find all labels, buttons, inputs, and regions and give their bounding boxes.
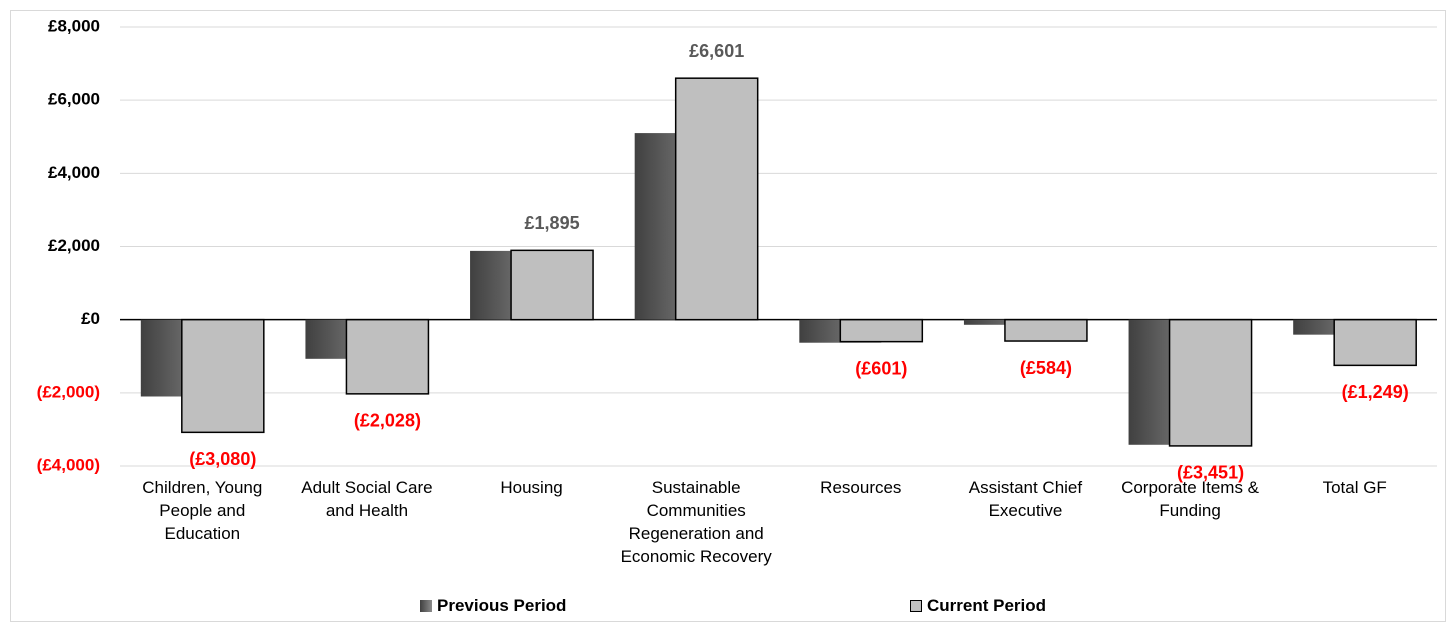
data-label: (£584) [1020,358,1072,378]
y-tick-label: £4,000 [48,163,100,182]
x-tick-label: Adult Social Care and Health [301,478,433,520]
bar [1004,318,1088,342]
bar [181,318,265,434]
data-label: £1,895 [525,213,580,233]
x-tick-label: Sustainable Communities Regeneration and… [620,478,772,566]
x-tick-label: Assistant Chief Executive [968,478,1083,520]
x-tick-label: Corporate Items & Funding [1121,478,1260,520]
data-label: (£3,451) [1177,463,1244,483]
bar [1168,318,1253,447]
data-label: £6,601 [689,41,744,61]
legend-swatch [910,600,922,612]
y-tick-label: £6,000 [48,90,100,109]
y-tick-label: £8,000 [48,16,100,35]
legend-item: Previous Period [420,596,566,616]
bar [510,249,594,321]
bar [1333,318,1417,367]
data-label: (£2,028) [354,411,421,431]
bar [674,77,759,321]
legend-label: Previous Period [437,596,567,615]
chart-border [10,10,1446,622]
legend-swatch [420,600,432,612]
data-label: (£3,080) [189,449,256,469]
legend-label: Current Period [927,596,1047,615]
data-label: (£1,249) [1342,382,1409,402]
data-label: (£601) [855,358,907,378]
y-tick-label: (£2,000) [37,382,100,401]
x-tick-label: Resources [820,478,902,497]
legend-item: Current Period [910,596,1046,616]
x-tick-label: Children, Young People and Education [142,478,263,543]
y-tick-label: (£4,000) [37,455,100,474]
bar [839,318,924,343]
x-tick-label: Total GF [1322,478,1387,497]
x-tick-label: Housing [500,478,563,497]
bar [345,318,430,395]
y-tick-label: £2,000 [48,236,100,255]
y-tick-label: £0 [81,309,100,328]
